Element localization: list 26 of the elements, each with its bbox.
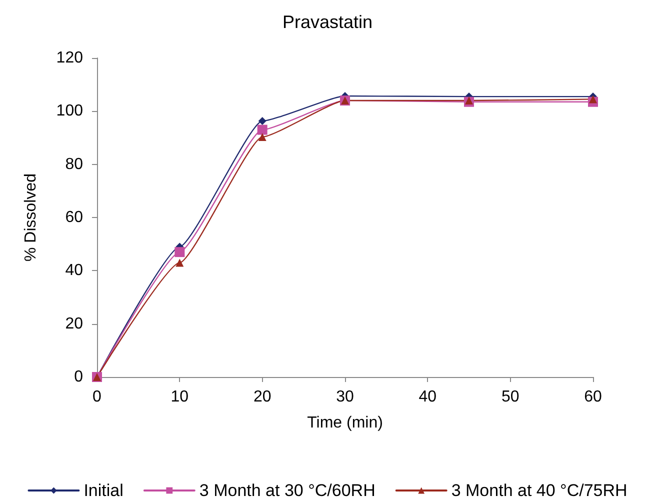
x-tick-label: 20 (253, 388, 272, 406)
legend-label: 3 Month at 40 °C/75RH (451, 481, 628, 500)
x-tick-label: 40 (418, 388, 437, 406)
point (257, 124, 268, 135)
x-tick-label: 10 (170, 388, 189, 406)
chart-title: Pravastatin (282, 12, 373, 32)
y-tick-label: 120 (56, 50, 84, 66)
point (258, 117, 266, 126)
y-tick-label: 20 (65, 315, 84, 332)
legend-label: Initial (84, 481, 124, 500)
y-tick-label: 40 (65, 262, 84, 280)
y-tick-label: 0 (74, 368, 84, 386)
point (589, 95, 597, 104)
point (174, 247, 185, 258)
x-axis-title: Time (min) (307, 414, 383, 432)
y-tick-label: 80 (65, 156, 84, 173)
y-tick-label: 100 (56, 102, 84, 120)
legend-label: 3 Month at 30 °C/60RH (199, 481, 376, 500)
x-tick-label: 60 (584, 388, 602, 406)
y-axis-title: % Dissolved (22, 173, 40, 262)
point (176, 258, 184, 267)
y-tick-label: 60 (65, 209, 84, 226)
x-tick-label: 50 (501, 388, 520, 406)
x-tick-label: 0 (92, 388, 102, 406)
point (258, 132, 266, 141)
x-tick-label: 30 (336, 388, 354, 406)
